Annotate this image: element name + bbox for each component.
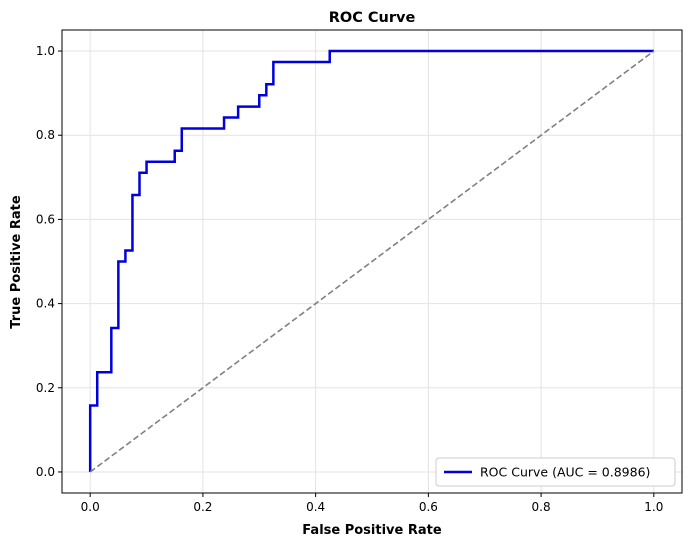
roc-curve-line (88, 49, 654, 472)
y-tick-label-1: 0.2 (36, 381, 55, 395)
x-axis-title: False Positive Rate (302, 523, 442, 538)
x-tick-label-5: 1.0 (644, 500, 663, 514)
grid (62, 30, 682, 493)
legend-label: ROC Curve (AUC = 0.8986) (480, 465, 650, 480)
diagonal-reference-line (89, 50, 655, 473)
y-tick-label-2: 0.4 (36, 297, 55, 311)
y-tick-label-3: 0.6 (36, 212, 55, 226)
y-axis-title: True Positive Rate (9, 195, 24, 329)
x-tick-label-0: 0.0 (81, 500, 100, 514)
y-tick-label-0: 0.0 (36, 465, 55, 479)
tick-layer: 0.0 0.2 0.4 0.6 0.8 1.0 0.0 0.2 0.4 0.6 0.8 1.0 (36, 44, 663, 514)
legend-box (435, 457, 676, 487)
x-tick-label-2: 0.4 (306, 500, 325, 514)
y-tick-label-5: 1.0 (36, 44, 55, 58)
x-tick-label-1: 0.2 (193, 500, 212, 514)
x-tick-label-3: 0.6 (419, 500, 438, 514)
x-tick-label-4: 0.8 (532, 500, 551, 514)
y-tick-label-4: 0.8 (36, 128, 55, 142)
chart-title: ROC Curve (329, 10, 416, 26)
plot-area-frame (61, 29, 683, 494)
series-layer (88, 49, 655, 473)
legend: ROC Curve (AUC = 0.8986) (435, 457, 676, 487)
